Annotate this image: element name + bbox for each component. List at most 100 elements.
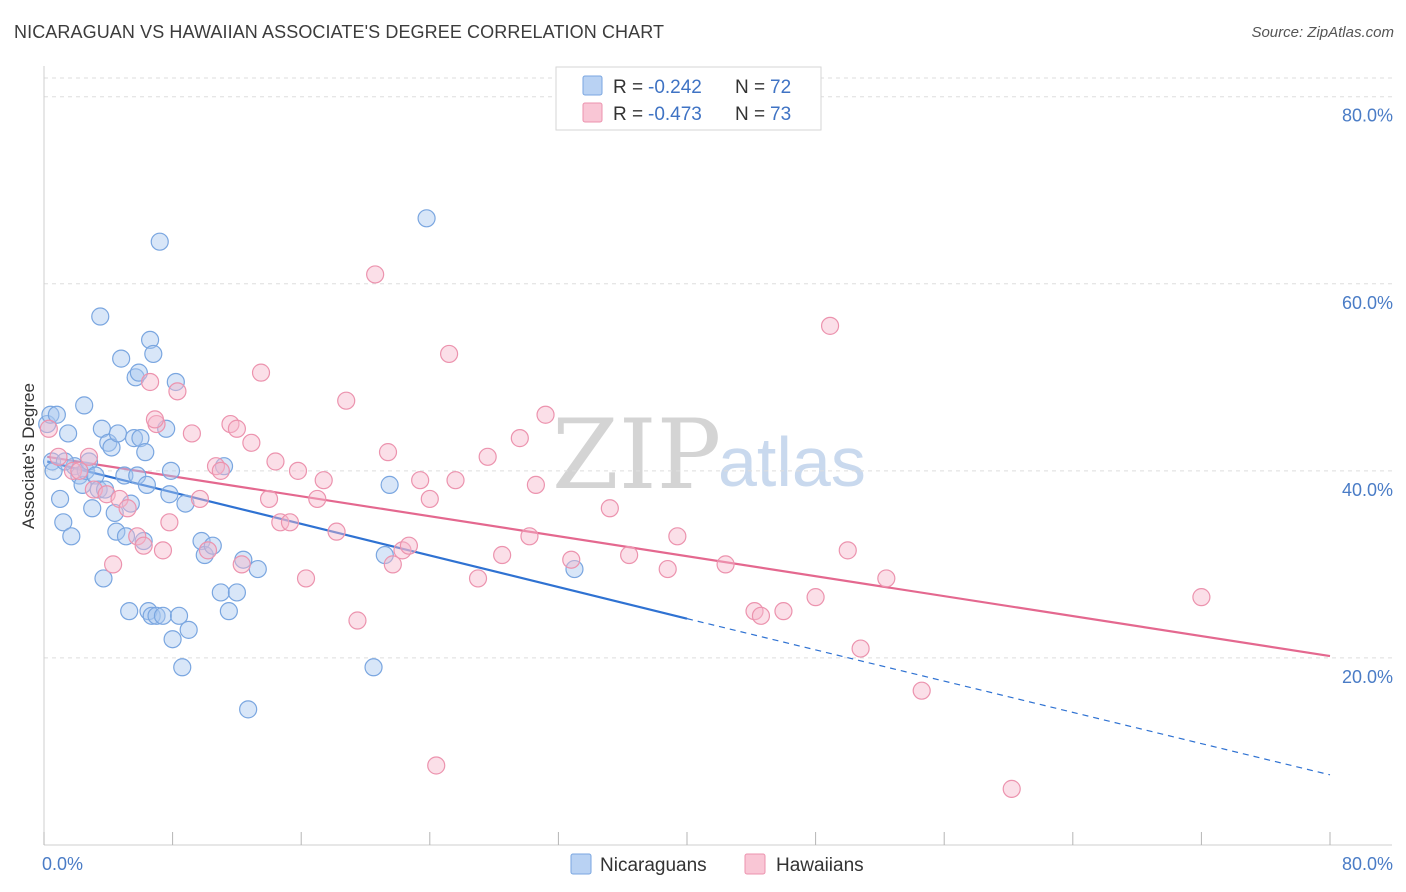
nicaraguan-point: [124, 429, 144, 448]
nicaraguan-point: [173, 658, 192, 677]
chart-title: NICARAGUAN VS HAWAIIAN ASSOCIATE'S DEGRE…: [14, 22, 665, 42]
hawaiian-point: [153, 541, 173, 560]
y-tick-label: 60.0%: [1342, 293, 1393, 313]
hawaiian-point: [49, 447, 68, 466]
haw-r-label: R =: [613, 104, 643, 125]
watermark-atlas: atlas: [718, 423, 866, 501]
hawaiian-point: [378, 443, 398, 462]
haw-n-label: N =: [735, 104, 765, 125]
nicaraguan-point: [166, 372, 185, 392]
y-tick-label: 40.0%: [1342, 480, 1393, 500]
hawaiian-point: [251, 363, 271, 382]
hawaiian-point: [468, 569, 488, 588]
nicaraguan-point: [160, 485, 179, 504]
nicaraguan-point: [107, 522, 126, 541]
nicaraguan-point: [128, 466, 147, 485]
hawaiian-point: [774, 602, 793, 621]
nicaraguan-point: [211, 583, 230, 602]
watermark-zip: ZIP: [552, 399, 721, 511]
y-tick-label: 80.0%: [1342, 106, 1393, 126]
nicaraguan-point: [219, 602, 238, 621]
hawaiian-point: [600, 499, 619, 518]
nicaraguan-point: [144, 344, 163, 364]
source-label: Source: ZipAtlas.com: [1251, 24, 1394, 41]
legend-hawaiians: Hawaiians: [776, 855, 864, 876]
hawaiian-point: [446, 471, 465, 490]
nicaraguan-point: [47, 405, 66, 424]
hawaiian-point: [232, 555, 251, 574]
nicaraguan-point: [161, 461, 181, 480]
nicaraguan-point: [136, 443, 155, 462]
hawaiian-point: [526, 475, 545, 494]
hawaiian-point: [211, 461, 230, 480]
hawaiian-point: [280, 513, 300, 532]
hawaiian-point: [439, 344, 459, 364]
nicaraguan-point: [91, 307, 110, 326]
hawaiian-point: [271, 513, 290, 532]
x-tick-label-min: 0.0%: [42, 854, 83, 874]
nicaraguan-point: [179, 620, 198, 639]
nicaraguan-point: [147, 606, 166, 625]
nicaraguan-point: [176, 494, 195, 513]
nicaraguans-trend-extension: [686, 618, 1331, 776]
hawaiian-point: [104, 555, 123, 574]
nicaraguans-trend-line: [46, 460, 688, 620]
hawaiian-point: [493, 545, 512, 565]
hawaiian-point: [327, 522, 346, 541]
nicaraguan-point: [192, 531, 211, 551]
hawaiian-point: [314, 471, 333, 490]
hawaiian-point: [348, 611, 367, 630]
nic-r-label: R =: [613, 77, 643, 98]
nicaraguan-point: [115, 466, 134, 485]
haw-n-value: 73: [770, 104, 791, 125]
hawaiian-point: [383, 555, 402, 574]
hawaiian-point: [536, 405, 555, 424]
nicaraguan-point: [169, 606, 189, 625]
nicaraguan-point: [131, 429, 150, 448]
hawaiian-point: [716, 555, 735, 574]
hawaiian-point: [296, 569, 316, 588]
nicaraguan-point: [59, 424, 78, 443]
hawaiian-point: [140, 372, 160, 392]
nicaraguan-point: [227, 583, 246, 602]
nic-n-label: N =: [735, 77, 765, 98]
y-axis-label: Associate's Degree: [19, 383, 38, 529]
hawaiian-point: [562, 550, 581, 569]
hawaiian-point: [411, 471, 430, 490]
hawaiian-point: [399, 536, 419, 555]
hawaiian-point: [838, 541, 857, 560]
hawaiian-point: [308, 489, 327, 509]
hawaiian-point: [63, 461, 83, 480]
hawaiian-point: [266, 452, 285, 471]
hawaiian-point: [288, 461, 308, 480]
hawaiian-point: [851, 639, 870, 658]
nicaraguan-point: [120, 602, 139, 621]
hawaiian-point: [510, 429, 529, 448]
hawaiian-point: [620, 545, 639, 565]
nicaraguan-point: [94, 569, 113, 588]
bottom-legend: Nicaraguans Hawaiians: [570, 853, 864, 876]
hawaiian-point: [134, 536, 153, 555]
hawaiian-point: [806, 588, 825, 607]
nic-n-value: 72: [770, 77, 791, 98]
hawaiian-point: [877, 569, 896, 588]
nicaraguan-point: [163, 630, 182, 649]
hawaiian-point: [160, 513, 179, 532]
hawaiian-point: [1192, 588, 1211, 607]
nicaraguan-point: [137, 475, 156, 494]
hawaiian-point: [70, 461, 89, 480]
nicaraguan-point: [108, 424, 128, 443]
nicaraguans-swatch: [582, 75, 603, 96]
y-tick-label: 20.0%: [1342, 667, 1393, 687]
hawaiian-point: [427, 756, 446, 775]
hawaiian-point: [658, 559, 677, 579]
nicaraguan-point: [54, 513, 73, 532]
nicaraguan-point: [112, 349, 131, 368]
hawaiian-point: [1002, 779, 1021, 798]
nicaraguan-point: [248, 559, 267, 579]
stats-legend: R = -0.242 N = 72 R = -0.473 N = 73: [555, 66, 822, 131]
nicaraguan-point: [140, 330, 160, 350]
nicaraguan-point: [417, 209, 436, 228]
hawaiian-point: [242, 433, 261, 452]
